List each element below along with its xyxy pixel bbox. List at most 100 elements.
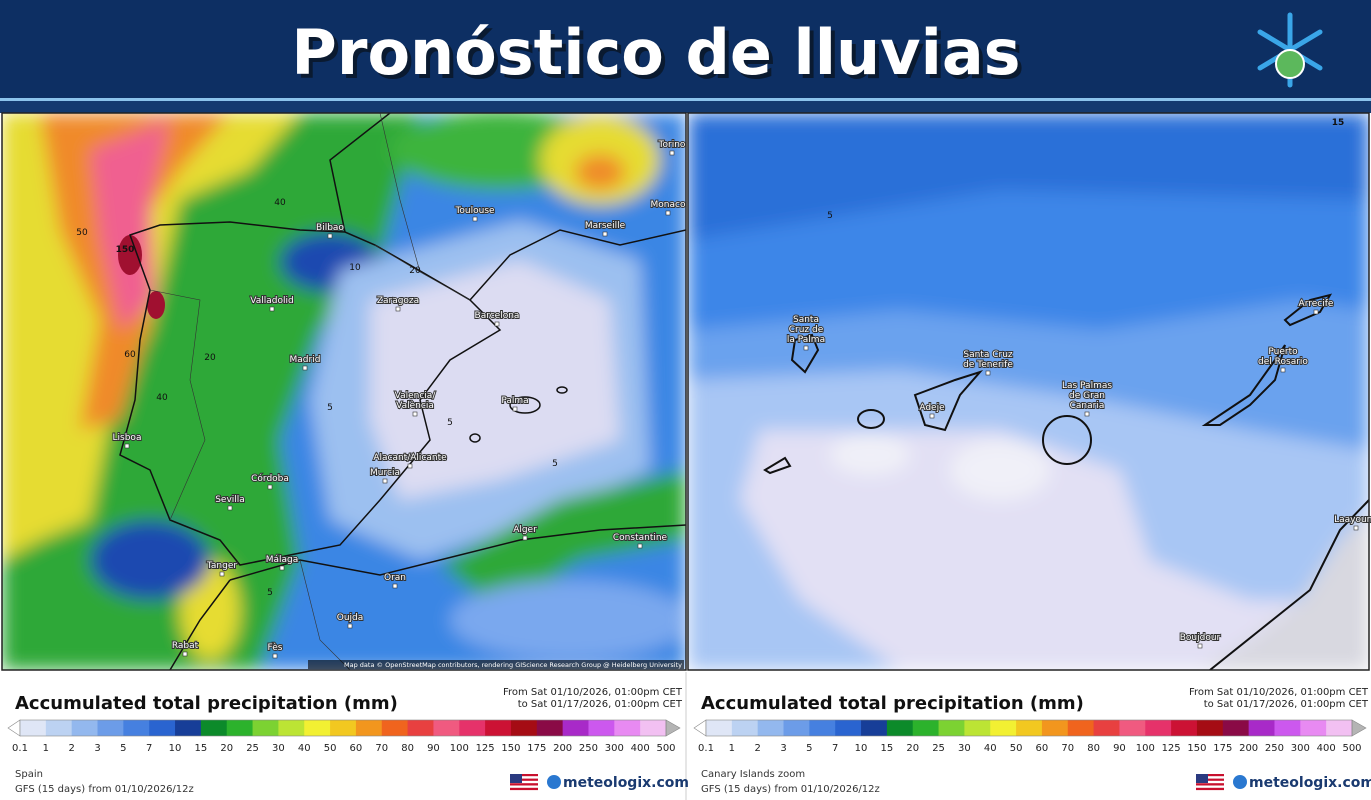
colorbar-cell bbox=[355, 720, 383, 736]
credits: Map data © OpenStreetMap contributors, r… bbox=[344, 661, 682, 669]
contour-label: 150 bbox=[116, 245, 135, 255]
scale-label: 175 bbox=[527, 743, 546, 754]
city-marker bbox=[382, 478, 388, 484]
city-marker bbox=[269, 306, 275, 312]
colorbar-cell bbox=[381, 720, 409, 736]
contour-label: 50 bbox=[76, 228, 88, 238]
city-label: Alger bbox=[513, 525, 537, 535]
flag-stripe bbox=[1196, 780, 1224, 784]
city-label: Laayoune bbox=[1334, 515, 1371, 525]
city-marker bbox=[929, 413, 935, 419]
scale-label: 10 bbox=[169, 743, 182, 754]
colorbar-arrow bbox=[693, 719, 707, 737]
city-label: Murcia bbox=[370, 468, 400, 478]
city-marker bbox=[1084, 411, 1090, 417]
scale-label: 50 bbox=[324, 743, 337, 754]
scale-label: 3 bbox=[94, 743, 100, 754]
scale-label: 90 bbox=[427, 743, 440, 754]
scale-label: 250 bbox=[579, 743, 598, 754]
city-label: Adeje bbox=[919, 403, 945, 413]
city-marker bbox=[124, 443, 130, 449]
colorbar-cell bbox=[252, 720, 279, 736]
rain-max bbox=[147, 291, 165, 319]
scale-label: 40 bbox=[984, 743, 997, 754]
map-canary bbox=[688, 113, 1369, 670]
colorbar-cell bbox=[1067, 720, 1095, 736]
period: to Sat 01/17/2026, 01:00pm CET bbox=[518, 699, 683, 710]
colorbar-cell bbox=[886, 720, 914, 736]
flag-stripe bbox=[510, 780, 538, 784]
colorbar-arrow bbox=[1351, 719, 1367, 737]
title: Pronóstico de lluvias bbox=[291, 16, 1020, 89]
city-marker bbox=[227, 505, 233, 511]
city-marker bbox=[279, 565, 285, 571]
colorbar-arrow bbox=[665, 719, 681, 737]
contour-label: 20 bbox=[204, 353, 216, 363]
city-marker bbox=[182, 651, 188, 657]
scale-label: 0.1 bbox=[698, 743, 714, 754]
city-label: Boujdour bbox=[1180, 633, 1221, 643]
colorbar-cell bbox=[1016, 720, 1043, 736]
colorbar-cell bbox=[1171, 720, 1198, 736]
scale-label: 30 bbox=[958, 743, 971, 754]
scale-label: 2 bbox=[754, 743, 760, 754]
city-label: Málaga bbox=[266, 555, 299, 565]
city-label: Monaco bbox=[651, 200, 686, 210]
city-label: Valladolid bbox=[250, 296, 293, 306]
contour-label: 10 bbox=[349, 263, 361, 273]
contour-label: 40 bbox=[156, 393, 168, 403]
scale-label: 150 bbox=[501, 743, 520, 754]
city-label: la Palma bbox=[787, 335, 825, 345]
colorbar-cell bbox=[536, 720, 564, 736]
colorbar-frame bbox=[19, 719, 667, 737]
city-label: de Gran bbox=[1069, 391, 1105, 401]
colorbar-cell bbox=[912, 720, 940, 736]
region: Spain bbox=[15, 769, 43, 780]
period: to Sat 01/17/2026, 01:00pm CET bbox=[1204, 699, 1369, 710]
colorbar-cell bbox=[562, 720, 589, 736]
scale-label: 0.1 bbox=[12, 743, 28, 754]
scale-label: 80 bbox=[1087, 743, 1100, 754]
city-label: Arrecife bbox=[1299, 299, 1334, 309]
city-label: Puerto bbox=[1268, 347, 1298, 357]
scale-label: 5 bbox=[806, 743, 812, 754]
scale-label: 200 bbox=[1239, 743, 1258, 754]
period: From Sat 01/10/2026, 01:00pm CET bbox=[503, 687, 683, 698]
colorbar-cell bbox=[459, 720, 486, 736]
flag-stripe bbox=[1196, 787, 1224, 791]
colorbar-cell bbox=[226, 720, 254, 736]
scale-label: 1 bbox=[729, 743, 735, 754]
scale-label: 15 bbox=[195, 743, 208, 754]
contour-label: 20 bbox=[409, 266, 421, 276]
colorbar-cell bbox=[1196, 720, 1224, 736]
city-marker bbox=[272, 653, 278, 659]
city-label: Oujda bbox=[337, 613, 364, 623]
city-marker bbox=[1313, 309, 1319, 315]
city-label: Santa Cruz bbox=[963, 350, 1013, 360]
city-label: Torino bbox=[658, 140, 686, 150]
scale-label: 2 bbox=[68, 743, 74, 754]
logo-globe bbox=[547, 775, 561, 789]
colorbar-cell bbox=[407, 720, 434, 736]
city-marker bbox=[665, 210, 671, 216]
city-marker bbox=[602, 231, 608, 237]
scale-label: 125 bbox=[476, 743, 495, 754]
legend-title: Accumulated total precipitation (mm) bbox=[701, 693, 1084, 714]
colorbar-cell bbox=[123, 720, 150, 736]
city-marker bbox=[395, 306, 401, 312]
city-label: Barcelona bbox=[475, 311, 520, 321]
scale-label: 300 bbox=[1291, 743, 1310, 754]
scale-label: 30 bbox=[272, 743, 285, 754]
flag-stripe bbox=[510, 787, 538, 791]
city-label: Las Palmas bbox=[1062, 381, 1112, 391]
scale-label: 150 bbox=[1187, 743, 1206, 754]
header-bg bbox=[0, 0, 1371, 98]
colorbar-cell bbox=[835, 720, 862, 736]
scale-label: 175 bbox=[1213, 743, 1232, 754]
scale-label: 200 bbox=[553, 743, 572, 754]
colorbar-cell bbox=[433, 720, 460, 736]
header-band bbox=[0, 101, 1371, 113]
scale-label: 400 bbox=[631, 743, 650, 754]
colorbar-cell bbox=[278, 720, 305, 736]
flag-stripe bbox=[1196, 778, 1224, 781]
